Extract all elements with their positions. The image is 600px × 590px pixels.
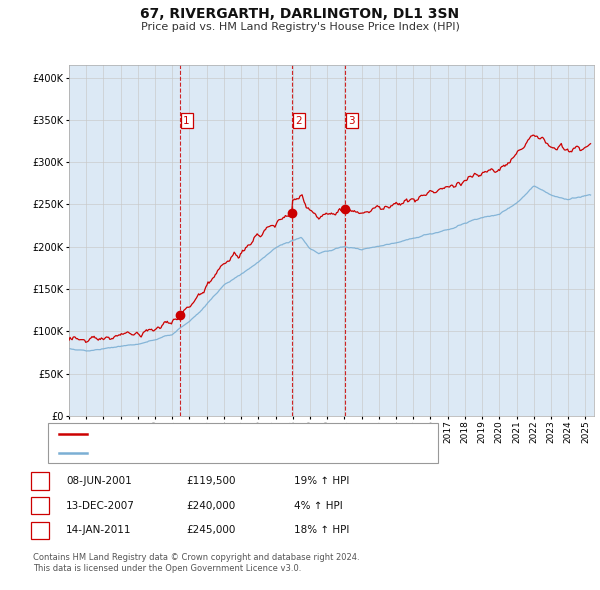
Text: HPI: Average price, detached house, Darlington: HPI: Average price, detached house, Darl… [91,448,323,458]
Text: This data is licensed under the Open Government Licence v3.0.: This data is licensed under the Open Gov… [33,565,301,573]
Text: 3: 3 [349,116,355,126]
Text: 67, RIVERGARTH, DARLINGTON, DL1 3SN: 67, RIVERGARTH, DARLINGTON, DL1 3SN [140,7,460,21]
Text: £245,000: £245,000 [186,526,235,535]
Text: 19% ↑ HPI: 19% ↑ HPI [294,476,349,486]
Text: 18% ↑ HPI: 18% ↑ HPI [294,526,349,535]
Text: 1: 1 [37,476,44,486]
Text: 2: 2 [296,116,302,126]
Text: 2: 2 [37,501,44,510]
Text: 08-JUN-2001: 08-JUN-2001 [66,476,132,486]
Text: Price paid vs. HM Land Registry's House Price Index (HPI): Price paid vs. HM Land Registry's House … [140,22,460,32]
Text: Contains HM Land Registry data © Crown copyright and database right 2024.: Contains HM Land Registry data © Crown c… [33,553,359,562]
Text: 67, RIVERGARTH, DARLINGTON, DL1 3SN (detached house): 67, RIVERGARTH, DARLINGTON, DL1 3SN (det… [91,430,381,440]
Text: 3: 3 [37,526,44,535]
Text: 13-DEC-2007: 13-DEC-2007 [66,501,135,510]
Text: 1: 1 [183,116,190,126]
Text: 14-JAN-2011: 14-JAN-2011 [66,526,131,535]
Text: £119,500: £119,500 [186,476,235,486]
Text: 4% ↑ HPI: 4% ↑ HPI [294,501,343,510]
Text: £240,000: £240,000 [186,501,235,510]
